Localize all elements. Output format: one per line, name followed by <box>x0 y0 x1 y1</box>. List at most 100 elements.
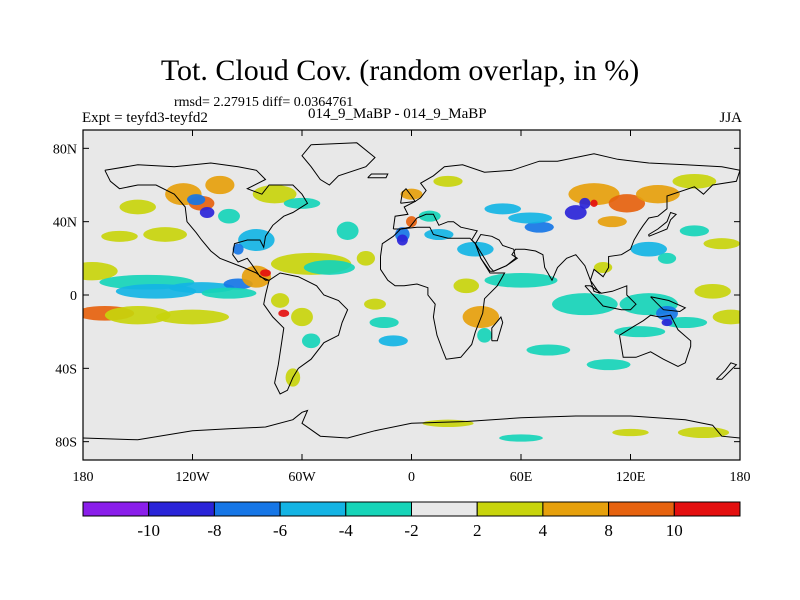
colorbar-box <box>411 501 478 517</box>
axis-ticks: 180 120W 60W 0 60E 120E 180 80N 40N 0 40S 80S <box>53 130 751 485</box>
colorbar-box <box>608 501 675 517</box>
anomaly-patch <box>656 306 678 321</box>
anomaly-patch <box>143 227 188 242</box>
coastline-iceland <box>367 173 389 179</box>
y-tick-label: 40N <box>53 216 77 231</box>
anomaly-patch <box>302 333 321 349</box>
anomaly-patch <box>156 309 229 325</box>
anomaly-patch <box>199 207 215 218</box>
anomaly-patch <box>205 175 235 195</box>
stats-line: rmsd= 2.27915 diff= 0.0364761 <box>174 95 354 110</box>
anomaly-patch <box>406 216 417 228</box>
anomaly-patch <box>278 309 290 318</box>
coastline-arabia <box>474 233 517 272</box>
coastline-africa <box>380 226 506 360</box>
colorbar-label: -10 <box>137 521 160 540</box>
anomaly-patch <box>270 293 290 308</box>
anomaly-patch <box>356 251 375 266</box>
colorbar-label: -6 <box>273 521 287 540</box>
anomaly-patch <box>679 225 709 237</box>
anomaly-patch <box>422 419 474 428</box>
x-tick-label: 60E <box>510 470 533 485</box>
anomaly-patch <box>115 284 197 299</box>
anomaly-patch <box>508 212 553 224</box>
colorbar-label: -8 <box>207 521 221 540</box>
colorbar-box <box>213 501 281 517</box>
coastline-layer <box>83 142 740 441</box>
anomaly-patch <box>661 318 673 327</box>
colorbar-box <box>476 501 544 517</box>
coastline-new-guinea <box>650 296 687 313</box>
anomaly-patch <box>614 326 666 338</box>
y-tick-label: 40S <box>55 362 77 377</box>
anomaly-patch <box>594 262 613 273</box>
anomaly-patch <box>400 188 423 200</box>
x-tick-label: 0 <box>408 470 415 485</box>
anomaly-patch <box>564 205 587 220</box>
anomaly-patch <box>303 260 355 275</box>
anomaly-patch <box>457 241 494 257</box>
anomaly-patch <box>657 252 677 264</box>
anomaly-patch <box>232 243 244 255</box>
anomaly-patch <box>104 306 171 325</box>
anomaly-patch <box>396 234 408 246</box>
anomaly-patch <box>187 194 206 206</box>
anomaly-patch <box>526 344 571 356</box>
colorbar-box <box>345 501 412 517</box>
experiment-label: Expt = teyfd3-teyfd2 <box>82 110 208 126</box>
colorbar-label: 4 <box>539 521 548 540</box>
anomaly-patch <box>364 298 386 310</box>
anomaly-patch <box>694 284 731 299</box>
plot-title: Tot. Cloud Cov. (random overlap, in %) <box>160 54 640 87</box>
season-label: JJA <box>719 110 742 126</box>
colorbar-label: 8 <box>604 521 613 540</box>
case-label: 014_9_MaBP - 014_9_MaBP <box>308 106 487 122</box>
anomaly-patch <box>433 175 463 187</box>
anomaly-patch <box>590 199 598 207</box>
anomaly-patch <box>101 230 138 242</box>
coastline-south-america <box>263 272 349 395</box>
anomaly-field <box>83 174 740 442</box>
anomaly-patch <box>579 197 591 209</box>
coastline-greenland <box>301 142 376 186</box>
anomaly-patch <box>453 278 480 294</box>
anomaly-patch <box>260 269 271 277</box>
anomaly-patch <box>635 185 680 204</box>
colorbar-box <box>148 501 215 517</box>
anomaly-patch <box>119 199 156 215</box>
colorbar-box <box>82 501 150 517</box>
anomaly-patch <box>218 208 240 224</box>
colorbar-label: 2 <box>473 521 482 540</box>
colorbar-box <box>673 501 741 517</box>
coastline-australia <box>619 314 692 368</box>
anomaly-patch <box>663 317 708 328</box>
anomaly-patch <box>283 197 321 209</box>
anomaly-patch <box>291 307 313 327</box>
coastline-madagascar <box>491 315 504 342</box>
colorbar-label: -2 <box>404 521 418 540</box>
coastline-british-isles <box>400 187 416 204</box>
anomaly-patch <box>201 287 257 299</box>
anomaly-patch <box>612 428 649 437</box>
x-tick-label: 180 <box>730 470 751 485</box>
anomaly-patch <box>703 238 740 250</box>
y-tick-label: 0 <box>70 289 77 304</box>
anomaly-patch <box>378 335 408 347</box>
anomaly-patch <box>83 262 118 281</box>
x-tick-label: 60W <box>288 470 316 485</box>
colorbar-label: 10 <box>666 521 683 540</box>
anomaly-patch <box>586 359 631 371</box>
x-tick-label: 120W <box>175 470 210 485</box>
coastline-new-zealand <box>715 362 738 380</box>
anomaly-patch <box>336 221 359 240</box>
anomaly-patch <box>630 241 667 257</box>
coastline-antarctica <box>83 409 740 441</box>
anomaly-patch <box>608 194 646 213</box>
coastline-japan <box>648 211 678 237</box>
colorbar: -10 -8 -6 -4 -2 2 4 8 10 <box>82 501 741 540</box>
x-tick-label: 180 <box>73 470 94 485</box>
anomaly-patch <box>369 317 399 328</box>
anomaly-patch <box>477 328 492 343</box>
colorbar-box <box>542 501 610 517</box>
